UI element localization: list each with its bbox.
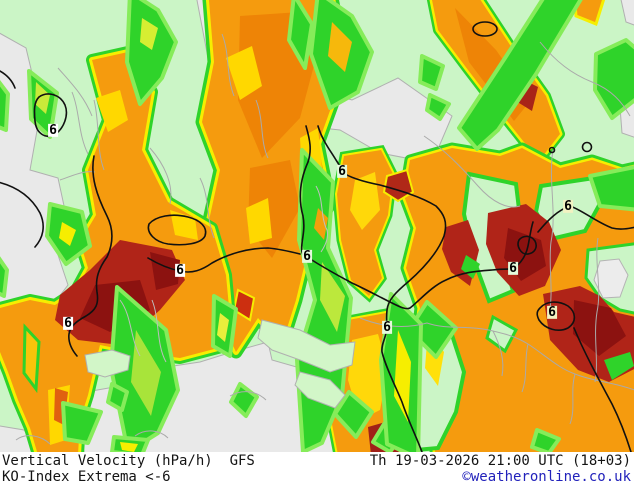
map-canvas xyxy=(0,0,634,452)
green-streak-cores xyxy=(22,18,411,452)
copyright-credit: ©weatheronline.co.uk xyxy=(462,469,631,485)
contour-label: 6 xyxy=(48,122,58,138)
contour-label: 6 xyxy=(547,304,557,320)
product-title: Vertical Velocity (hPa/h) GFS xyxy=(2,453,255,469)
contour-label: 6 xyxy=(337,163,347,179)
weather-map: 6 6 6 6 6 6 6 6 6 xyxy=(0,0,634,452)
extrema-subtitle: KO-Index Extrema <-6 xyxy=(2,469,171,485)
contour-label: 6 xyxy=(563,198,573,214)
contour-label: 6 xyxy=(302,248,312,264)
valid-datetime: Th 19-03-2026 21:00 UTC (18+03) xyxy=(369,453,631,469)
coastal-land xyxy=(84,319,356,409)
contour-label: 6 xyxy=(382,319,392,335)
contour-label: 6 xyxy=(175,262,185,278)
coastlines xyxy=(15,33,634,445)
contour-label: 6 xyxy=(63,315,73,331)
contour-label: 6 xyxy=(508,260,518,276)
caption-bar: Vertical Velocity (hPa/h) GFS KO-Index E… xyxy=(0,452,634,490)
cell-centre-column xyxy=(332,145,398,303)
